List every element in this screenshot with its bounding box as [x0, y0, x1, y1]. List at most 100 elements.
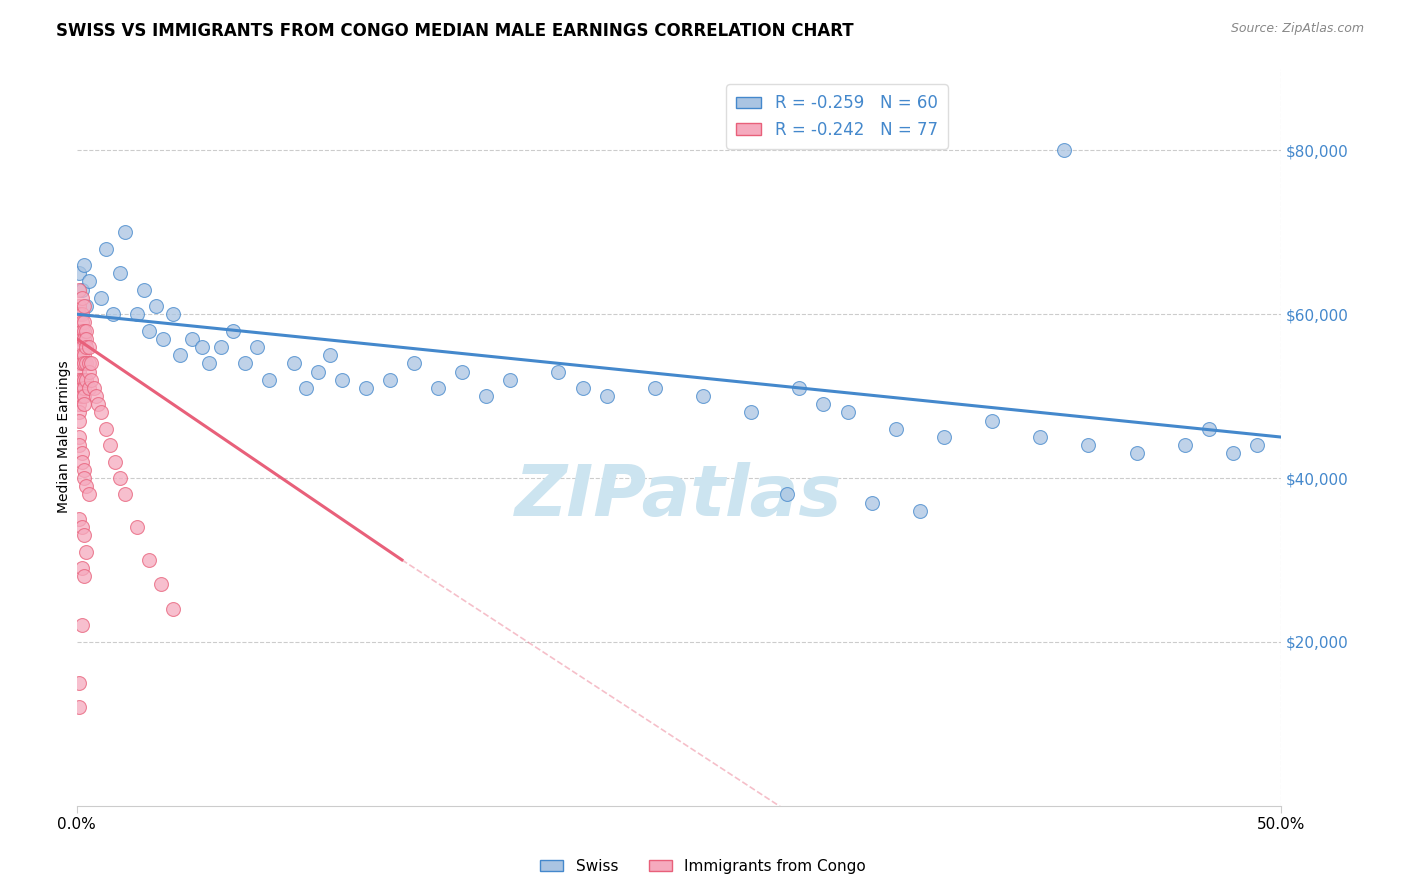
Point [73, 324, 96, 338]
Point [67, 700, 90, 714]
Point [84, 389, 107, 403]
Point [198, 356, 221, 370]
Point [77, 365, 100, 379]
Point [73, 463, 96, 477]
Point [70, 283, 93, 297]
Point [402, 356, 425, 370]
Point [70, 332, 93, 346]
Point [67, 438, 90, 452]
Point [1125, 446, 1147, 460]
Point [73, 373, 96, 387]
Point [1222, 446, 1244, 460]
Point [77, 340, 100, 354]
Point [67, 283, 90, 297]
Point [75, 299, 97, 313]
Point [73, 569, 96, 583]
Point [644, 381, 666, 395]
Point [94, 422, 117, 436]
Point [150, 577, 173, 591]
Point [67, 324, 90, 338]
Point [789, 381, 811, 395]
Point [259, 373, 281, 387]
Point [125, 520, 148, 534]
Point [908, 504, 931, 518]
Point [70, 373, 93, 387]
Point [114, 225, 136, 239]
Point [73, 348, 96, 362]
Point [70, 381, 93, 395]
Point [475, 389, 498, 403]
Point [499, 373, 522, 387]
Point [70, 561, 93, 575]
Point [1053, 144, 1076, 158]
Point [125, 307, 148, 321]
Point [67, 340, 90, 354]
Point [67, 299, 90, 313]
Point [114, 487, 136, 501]
Point [67, 414, 90, 428]
Point [1077, 438, 1099, 452]
Point [108, 471, 131, 485]
Point [860, 495, 883, 509]
Point [67, 332, 90, 346]
Text: ZIPatlas: ZIPatlas [515, 461, 842, 531]
Point [70, 520, 93, 534]
Point [294, 381, 316, 395]
Point [90, 405, 112, 419]
Point [80, 373, 103, 387]
Point [134, 283, 156, 297]
Point [73, 315, 96, 329]
Point [246, 340, 269, 354]
Text: Source: ZipAtlas.com: Source: ZipAtlas.com [1230, 22, 1364, 36]
Point [77, 381, 100, 395]
Point [1174, 438, 1197, 452]
Point [77, 275, 100, 289]
Point [595, 389, 617, 403]
Point [67, 381, 90, 395]
Point [837, 405, 859, 419]
Point [1198, 422, 1220, 436]
Point [451, 365, 474, 379]
Point [813, 397, 835, 411]
Point [67, 373, 90, 387]
Point [70, 348, 93, 362]
Point [67, 365, 90, 379]
Point [152, 332, 174, 346]
Point [75, 332, 97, 346]
Point [70, 446, 93, 460]
Text: SWISS VS IMMIGRANTS FROM CONGO MEDIAN MALE EARNINGS CORRELATION CHART: SWISS VS IMMIGRANTS FROM CONGO MEDIAN MA… [56, 22, 853, 40]
Y-axis label: Median Male Earnings: Median Male Earnings [58, 360, 72, 514]
Point [138, 324, 160, 338]
Point [354, 381, 377, 395]
Point [740, 405, 762, 419]
Point [67, 307, 90, 321]
Point [104, 455, 127, 469]
Legend: Swiss, Immigrants from Congo: Swiss, Immigrants from Congo [534, 853, 872, 880]
Point [67, 356, 90, 370]
Point [70, 389, 93, 403]
Point [181, 332, 204, 346]
Point [169, 348, 191, 362]
Point [209, 340, 232, 354]
Point [73, 332, 96, 346]
Point [162, 602, 184, 616]
Point [73, 299, 96, 313]
Point [75, 545, 97, 559]
Point [1029, 430, 1052, 444]
Point [378, 373, 401, 387]
Point [67, 675, 90, 690]
Point [571, 381, 593, 395]
Point [427, 381, 450, 395]
Point [94, 242, 117, 256]
Point [75, 479, 97, 493]
Point [70, 307, 93, 321]
Point [75, 340, 97, 354]
Point [73, 258, 96, 272]
Point [70, 356, 93, 370]
Point [1246, 438, 1268, 452]
Point [67, 348, 90, 362]
Point [83, 381, 105, 395]
Legend: R = -0.259   N = 60, R = -0.242   N = 77: R = -0.259 N = 60, R = -0.242 N = 77 [727, 84, 948, 149]
Point [90, 291, 112, 305]
Point [73, 356, 96, 370]
